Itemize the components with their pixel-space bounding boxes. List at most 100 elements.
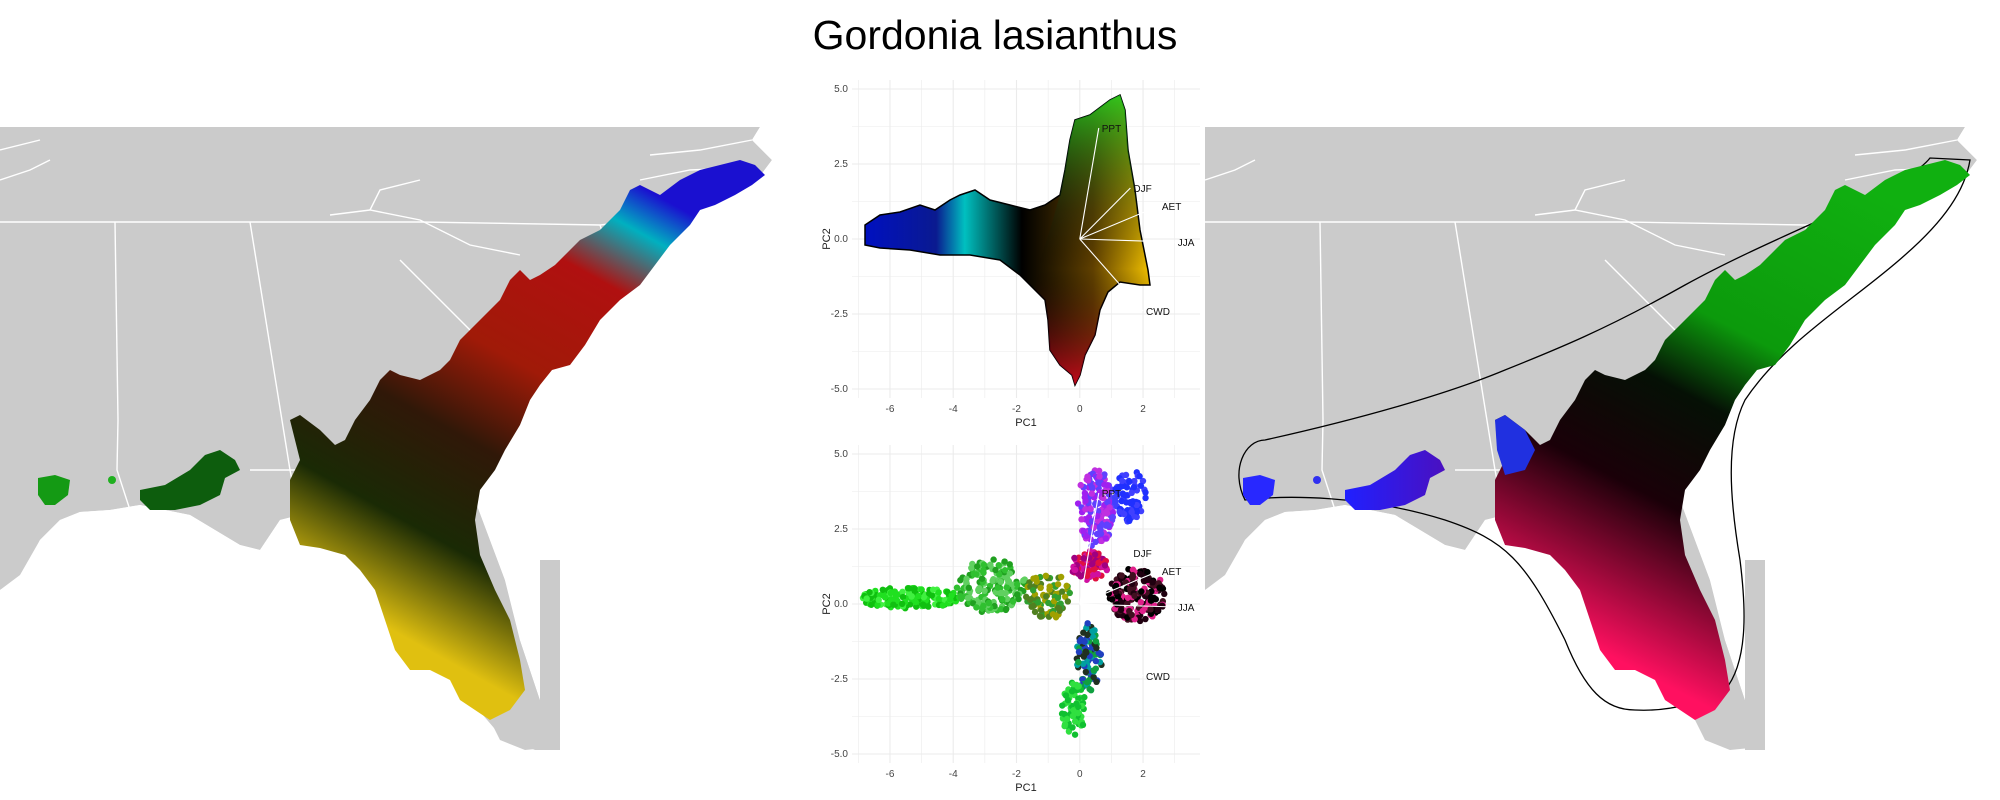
scatter-point (1098, 521, 1106, 528)
scatter-point (1076, 637, 1084, 645)
scatter-point (1075, 658, 1082, 666)
scatter-point (1152, 596, 1160, 603)
scatter-point (1029, 587, 1037, 594)
scatter-point (1061, 711, 1068, 718)
left-range-west-2 (140, 450, 240, 510)
scatter-point (1090, 673, 1097, 681)
scatter-point (1003, 584, 1010, 591)
scatter-point (1037, 613, 1044, 620)
scatter-point (1113, 601, 1121, 608)
scatter-point (973, 571, 980, 578)
scatter-point (1118, 572, 1125, 579)
scatter-point (1006, 561, 1013, 568)
scatter-point (1128, 580, 1136, 587)
loading-label-djf: DJF (1133, 184, 1151, 195)
y-axis-label: PC2 (821, 593, 833, 614)
loading-label-jja: JJA (1178, 603, 1195, 614)
scatter-point (1147, 606, 1154, 613)
scatter-point (1049, 611, 1057, 618)
scatter-point (1126, 517, 1133, 525)
scatter-point (1084, 631, 1091, 639)
scatter-point (1105, 522, 1112, 529)
scatter-point (1126, 478, 1133, 485)
scatter-point (1095, 559, 1102, 567)
scatter-point (898, 600, 906, 608)
scatter-point (1137, 482, 1145, 489)
scatter-point (979, 604, 986, 612)
scatter-point (1156, 584, 1163, 591)
scatter-point (1082, 533, 1090, 540)
scatter-point (981, 587, 988, 594)
scatter-point (1032, 574, 1040, 582)
x-tick-label: 0 (1077, 404, 1083, 415)
scatter-bottom-vectors: PPT DJF AET JJA CWD (1079, 489, 1195, 683)
scatter-point (1006, 570, 1014, 577)
scatter-point (980, 567, 987, 574)
scatter-point (1093, 644, 1100, 652)
scatter-point (1111, 493, 1119, 501)
scatter-point (920, 593, 928, 601)
scatter-point (1054, 594, 1062, 602)
y-axis-label: PC2 (821, 228, 833, 249)
scatter-point (939, 602, 946, 609)
scatter-point (1075, 648, 1083, 656)
scatter-point (868, 601, 875, 608)
scatter-point (1015, 595, 1022, 603)
scatter-point (1133, 501, 1140, 509)
scatter-point (992, 566, 999, 574)
scatter-point (1102, 535, 1109, 542)
y-tick-label: 2.5 (834, 524, 848, 535)
loading-label-djf: DJF (1133, 549, 1151, 560)
scatter-point (1124, 594, 1132, 601)
scatter-point (1058, 588, 1066, 595)
scatter-point (1096, 473, 1103, 480)
scatter-point (1063, 715, 1071, 723)
scatter-bottom-points (859, 467, 1168, 738)
scatter-point (904, 584, 912, 592)
scatter-point (935, 589, 942, 596)
x-axis-label: PC1 (1015, 417, 1036, 429)
scatter-point (885, 600, 892, 607)
right-map (1204, 127, 2000, 800)
scatter-point (1095, 479, 1102, 486)
scatter-point (1106, 504, 1113, 511)
right-range-west-dot (1313, 476, 1321, 484)
scatter-point (1080, 653, 1088, 660)
scatter-point (1003, 595, 1011, 603)
x-tick-label: 0 (1077, 769, 1083, 780)
scatter-point (995, 562, 1002, 569)
scatter-point (1037, 607, 1045, 614)
scatter-point (928, 592, 936, 599)
scatter-point (1094, 570, 1102, 578)
scatter-point (1133, 508, 1141, 515)
scatter-point (990, 556, 997, 563)
scatter-point (1057, 573, 1065, 581)
y-tick-label: 2.5 (834, 159, 848, 170)
loading-label-ppt: PPT (1102, 489, 1121, 500)
scatter-point (1079, 721, 1087, 729)
scatter-point (1087, 505, 1094, 513)
scatter-point (1161, 590, 1168, 598)
biplot-top-axes: -6 -4 -2 0 2 5.0 2.5 0.0 -2.5 -5.0 PC1 PC2 (821, 84, 1146, 429)
x-tick-label: -2 (1012, 769, 1021, 780)
scatter-point (1077, 573, 1084, 580)
scatter-point (985, 599, 992, 607)
loading-vector-aet (1079, 570, 1160, 605)
scatter-point (1020, 577, 1027, 584)
scatter-point (965, 584, 973, 592)
right-gulf-water (1205, 505, 1625, 800)
left-florida-east (540, 560, 560, 750)
scatter-point (999, 596, 1006, 603)
scatter-point (1090, 566, 1098, 573)
x-tick-label: -4 (949, 769, 958, 780)
scatter-point (1046, 583, 1053, 590)
scatter-point (1091, 627, 1098, 634)
left-range-main (290, 160, 765, 720)
loading-vector-jja (1079, 238, 1175, 243)
scatter-point (1054, 604, 1062, 612)
scatter-point (963, 579, 970, 586)
scatter-point (1034, 599, 1042, 606)
x-tick-label: -6 (886, 769, 895, 780)
scatter-point (1001, 558, 1008, 565)
scatter-point (1061, 721, 1069, 728)
